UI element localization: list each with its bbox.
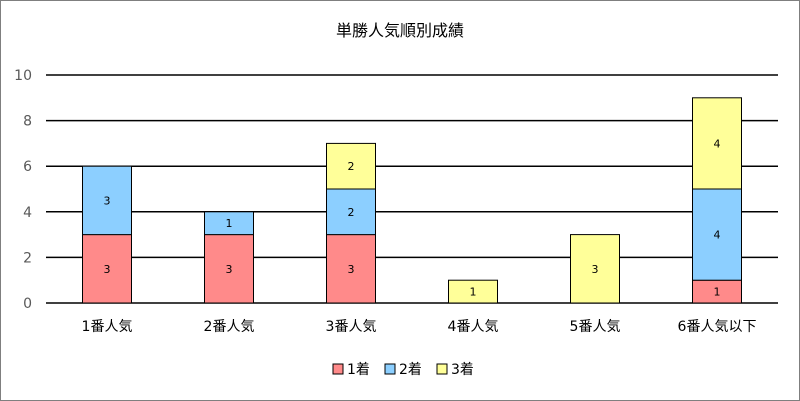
data-label: 4 [714,137,721,150]
bar-segment [326,234,376,304]
chart-title: 単勝人気順別成績 [336,21,464,40]
data-label: 3 [226,263,233,276]
y-axis-ticks: 0 2 4 6 8 10 [14,68,32,312]
data-label: 3 [104,263,111,276]
data-label: 3 [104,194,111,207]
data-label: 3 [348,263,355,276]
x-axis-ticks: 1番人気 2番人気 3番人気 4番人気 5番人気 6番人気以下 [82,319,757,335]
x-tick-label: 4番人気 [448,319,499,335]
bar-segment [326,188,376,236]
data-label: 2 [348,206,355,219]
y-tick-label: 0 [23,296,32,312]
data-label: 4 [714,229,721,242]
legend: 1着 2着 3着 [332,362,474,378]
bar-segment [204,211,254,236]
data-label: 1 [226,217,233,230]
bar-segment [448,279,498,304]
bar-segment [326,142,376,190]
bar-segment [692,188,742,281]
y-tick-label: 4 [23,205,32,221]
y-tick-label: 2 [23,250,32,266]
bars: 3 3 3 1 3 2 2 1 3 1 4 4 [82,97,742,304]
gridlines [46,74,778,304]
data-label: 1 [470,286,477,299]
legend-label: 1着 [347,362,370,378]
x-tick-label: 5番人気 [570,319,621,335]
bar-segment [82,165,132,236]
x-tick-label: 1番人気 [82,319,133,335]
x-tick-label: 6番人気以下 [678,319,757,335]
legend-label: 2着 [399,362,422,378]
data-label: 1 [714,286,721,299]
bar-segment [570,234,620,304]
x-tick-label: 3番人気 [326,319,377,335]
legend-swatch [384,363,396,375]
data-label: 3 [592,263,599,276]
y-tick-label: 10 [14,68,32,84]
data-label: 2 [348,160,355,173]
legend-label: 3着 [451,362,474,378]
legend-swatch [436,363,448,375]
x-tick-label: 2番人気 [204,319,255,335]
y-tick-label: 8 [23,114,32,130]
bar-segment [692,97,742,190]
y-tick-label: 6 [23,159,32,175]
legend-swatch [332,363,344,375]
bar-segment [82,234,132,304]
